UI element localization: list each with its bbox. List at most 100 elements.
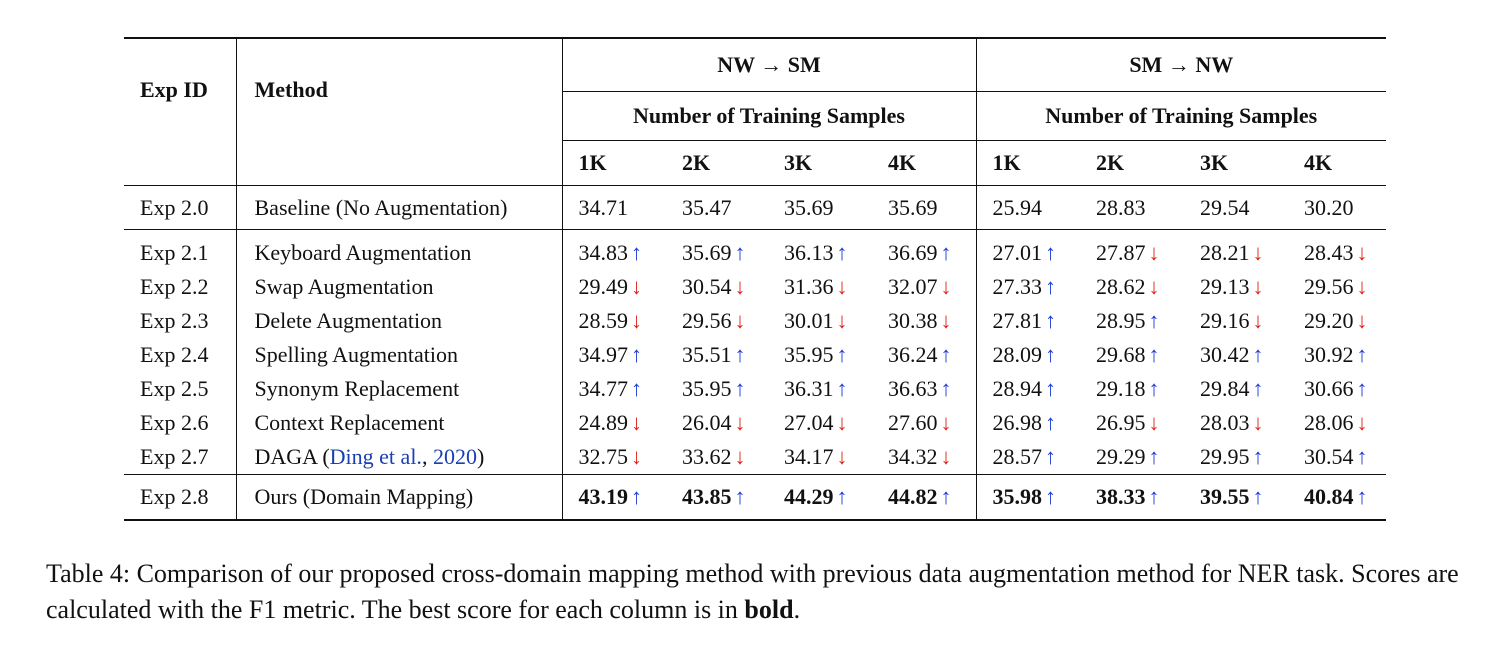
row-cell-7-up-arrow-icon: ↑ — [1356, 342, 1368, 367]
ours-cell-5-up-arrow-icon: ↑ — [1148, 484, 1160, 509]
row-cell-6: 29.16 ↓ — [1184, 304, 1288, 338]
row-cell-7-down-arrow-icon: ↓ — [1356, 274, 1368, 299]
row-cell-5-up-arrow-icon: ↑ — [1148, 342, 1160, 367]
row-cell-7: 30.54 ↑ — [1288, 440, 1386, 475]
results-table-container: Exp ID Method NW → SM SM → NW Number of … — [124, 37, 1387, 521]
row-cell-7: 29.20 ↓ — [1288, 304, 1386, 338]
row-cell-2-value: 30.01 — [784, 308, 834, 333]
row-cell-7-value: 30.92 — [1304, 342, 1354, 367]
row-cell-5: 28.95 ↑ — [1080, 304, 1184, 338]
table-caption: Table 4: Comparison of our proposed cros… — [46, 556, 1466, 628]
row-cell-4: 26.98 ↑ — [975, 406, 1080, 440]
row-cell-6: 28.21 ↓ — [1184, 230, 1288, 271]
row-cell-3-value: 36.63 — [888, 376, 938, 401]
row-cell-3-value: 36.24 — [888, 342, 938, 367]
row-cell-1-down-arrow-icon: ↓ — [734, 274, 746, 299]
row-cell-2-value: 27.04 — [784, 410, 834, 435]
row-exp-id-value: Exp 2.3 — [140, 308, 209, 333]
table-row: Exp 2.5 Synonym Replacement 34.77 ↑ 35.95 ↑ 36… — [124, 372, 1386, 406]
baseline-cell-3: 35.69 — [872, 186, 976, 230]
header-empty-id — [124, 141, 236, 186]
row-cell-2-down-arrow-icon: ↓ — [836, 444, 848, 469]
row-cell-2-value: 34.17 — [784, 444, 834, 469]
ours-cell-4-value: 35.98 — [992, 484, 1043, 509]
row-cell-1-down-arrow-icon: ↓ — [734, 444, 746, 469]
row-cell-0-down-arrow-icon: ↓ — [631, 274, 642, 299]
header-group-nw-sm: NW → SM — [561, 38, 976, 92]
header-exp-id: Exp ID — [140, 76, 208, 102]
row-exp-id-value: Exp 2.5 — [140, 376, 209, 401]
row-cell-0-up-arrow-icon: ↑ — [631, 376, 642, 401]
row-cell-4: 28.57 ↑ — [975, 440, 1080, 475]
row-cell-2-down-arrow-icon: ↓ — [836, 274, 848, 299]
row-cell-5-value: 29.18 — [1096, 376, 1146, 401]
row-method: Delete Augmentation — [235, 304, 562, 338]
method-sep: , — [421, 444, 433, 469]
row-method: Keyboard Augmentation — [235, 229, 562, 270]
row-cell-4-up-arrow-icon: ↑ — [1045, 342, 1056, 367]
row-cell-3-value: 34.32 — [888, 444, 938, 469]
row-cell-3-value: 32.07 — [888, 274, 938, 299]
row-cell-4-up-arrow-icon: ↑ — [1045, 376, 1056, 401]
row-exp-id: Exp 2.7 — [124, 440, 236, 475]
row-cell-5: 27.87 ↓ — [1080, 230, 1184, 271]
row-method-value: Swap Augmentation — [254, 274, 434, 299]
header-subgroup-1: Number of Training Samples — [561, 91, 976, 141]
row-cell-5-up-arrow-icon: ↑ — [1148, 376, 1160, 401]
row-cell-3-down-arrow-icon: ↓ — [940, 274, 952, 299]
ours-exp-id-value: Exp 2.8 — [140, 484, 209, 509]
header-col-1k-b: 1K — [975, 140, 1080, 186]
row-cell-2: 27.04 ↓ — [768, 406, 872, 440]
row-cell-4: 28.94 ↑ — [975, 372, 1080, 406]
row-cell-6-value: 30.42 — [1200, 342, 1250, 367]
method-citation-link[interactable]: Ding et al. — [329, 444, 422, 469]
row-cell-4-up-arrow-icon: ↑ — [1045, 308, 1056, 333]
row-cell-6-up-arrow-icon: ↑ — [1252, 376, 1264, 401]
ours-cell-6-value: 39.55 — [1200, 484, 1250, 509]
row-cell-1-value: 30.54 — [682, 274, 732, 299]
row-cell-6-down-arrow-icon: ↓ — [1252, 240, 1264, 265]
row-cell-0-up-arrow-icon: ↑ — [631, 342, 642, 367]
row-cell-7: 30.92 ↑ — [1288, 338, 1386, 372]
row-cell-6-up-arrow-icon: ↑ — [1252, 342, 1264, 367]
row-cell-6-value: 29.16 — [1200, 308, 1250, 333]
method-citation-year-link[interactable]: 2020 — [432, 444, 477, 469]
row-cell-4-value: 27.81 — [992, 308, 1043, 333]
row-cell-0-value: 34.97 — [578, 342, 629, 367]
row-cell-2: 30.01 ↓ — [768, 304, 872, 338]
row-cell-0-value: 29.49 — [578, 274, 629, 299]
baseline-method-value: Baseline (No Augmentation) — [254, 194, 508, 220]
row-cell-4: 27.81 ↑ — [975, 304, 1080, 338]
row-exp-id-value: Exp 2.4 — [140, 342, 209, 367]
row-exp-id-value: Exp 2.6 — [140, 410, 209, 435]
row-cell-0: 34.83 ↑ — [561, 229, 666, 270]
row-cell-2: 35.95 ↑ — [768, 338, 872, 372]
row-cell-1-up-arrow-icon: ↑ — [734, 240, 746, 265]
ours-method-value: Ours (Domain Mapping) — [254, 484, 474, 509]
header-row-groups: Exp ID Method NW → SM SM → NW — [124, 38, 1387, 141]
row-exp-id: Exp 2.5 — [124, 372, 236, 406]
header-group-sm-nw: SM → NW — [975, 38, 1387, 92]
row-cell-7-value: 29.20 — [1304, 308, 1354, 333]
row-cell-1-value: 29.56 — [682, 308, 732, 333]
row-cell-5: 29.68 ↑ — [1080, 338, 1184, 372]
row-cell-6-value: 28.03 — [1200, 410, 1250, 435]
row-cell-6-down-arrow-icon: ↓ — [1252, 274, 1264, 299]
row-cell-1-value: 26.04 — [682, 410, 732, 435]
row-cell-4-up-arrow-icon: ↑ — [1045, 274, 1056, 299]
method-suffix: ) — [476, 444, 485, 469]
row-cell-4-value: 27.01 — [992, 240, 1043, 265]
baseline-cell-5-value: 28.83 — [1096, 194, 1146, 220]
row-cell-3-up-arrow-icon: ↑ — [940, 342, 952, 367]
header-empty-method — [235, 140, 562, 186]
row-cell-5-value: 26.95 — [1096, 410, 1146, 435]
row-exp-id: Exp 2.3 — [124, 304, 236, 338]
ours-exp-id: Exp 2.8 — [124, 475, 236, 521]
row-cell-3-up-arrow-icon: ↑ — [940, 376, 952, 401]
ours-cell-5: 38.33 ↑ — [1080, 475, 1184, 521]
row-cell-3-value: 30.38 — [888, 308, 938, 333]
baseline-cell-7: 30.20 — [1288, 186, 1386, 230]
row-cell-6-value: 29.95 — [1200, 444, 1250, 469]
ours-cell-4: 35.98 ↑ — [975, 474, 1080, 520]
header-row-columns: 1K 2K 3K 4K 1K 2K 3K 4K — [124, 140, 1386, 186]
